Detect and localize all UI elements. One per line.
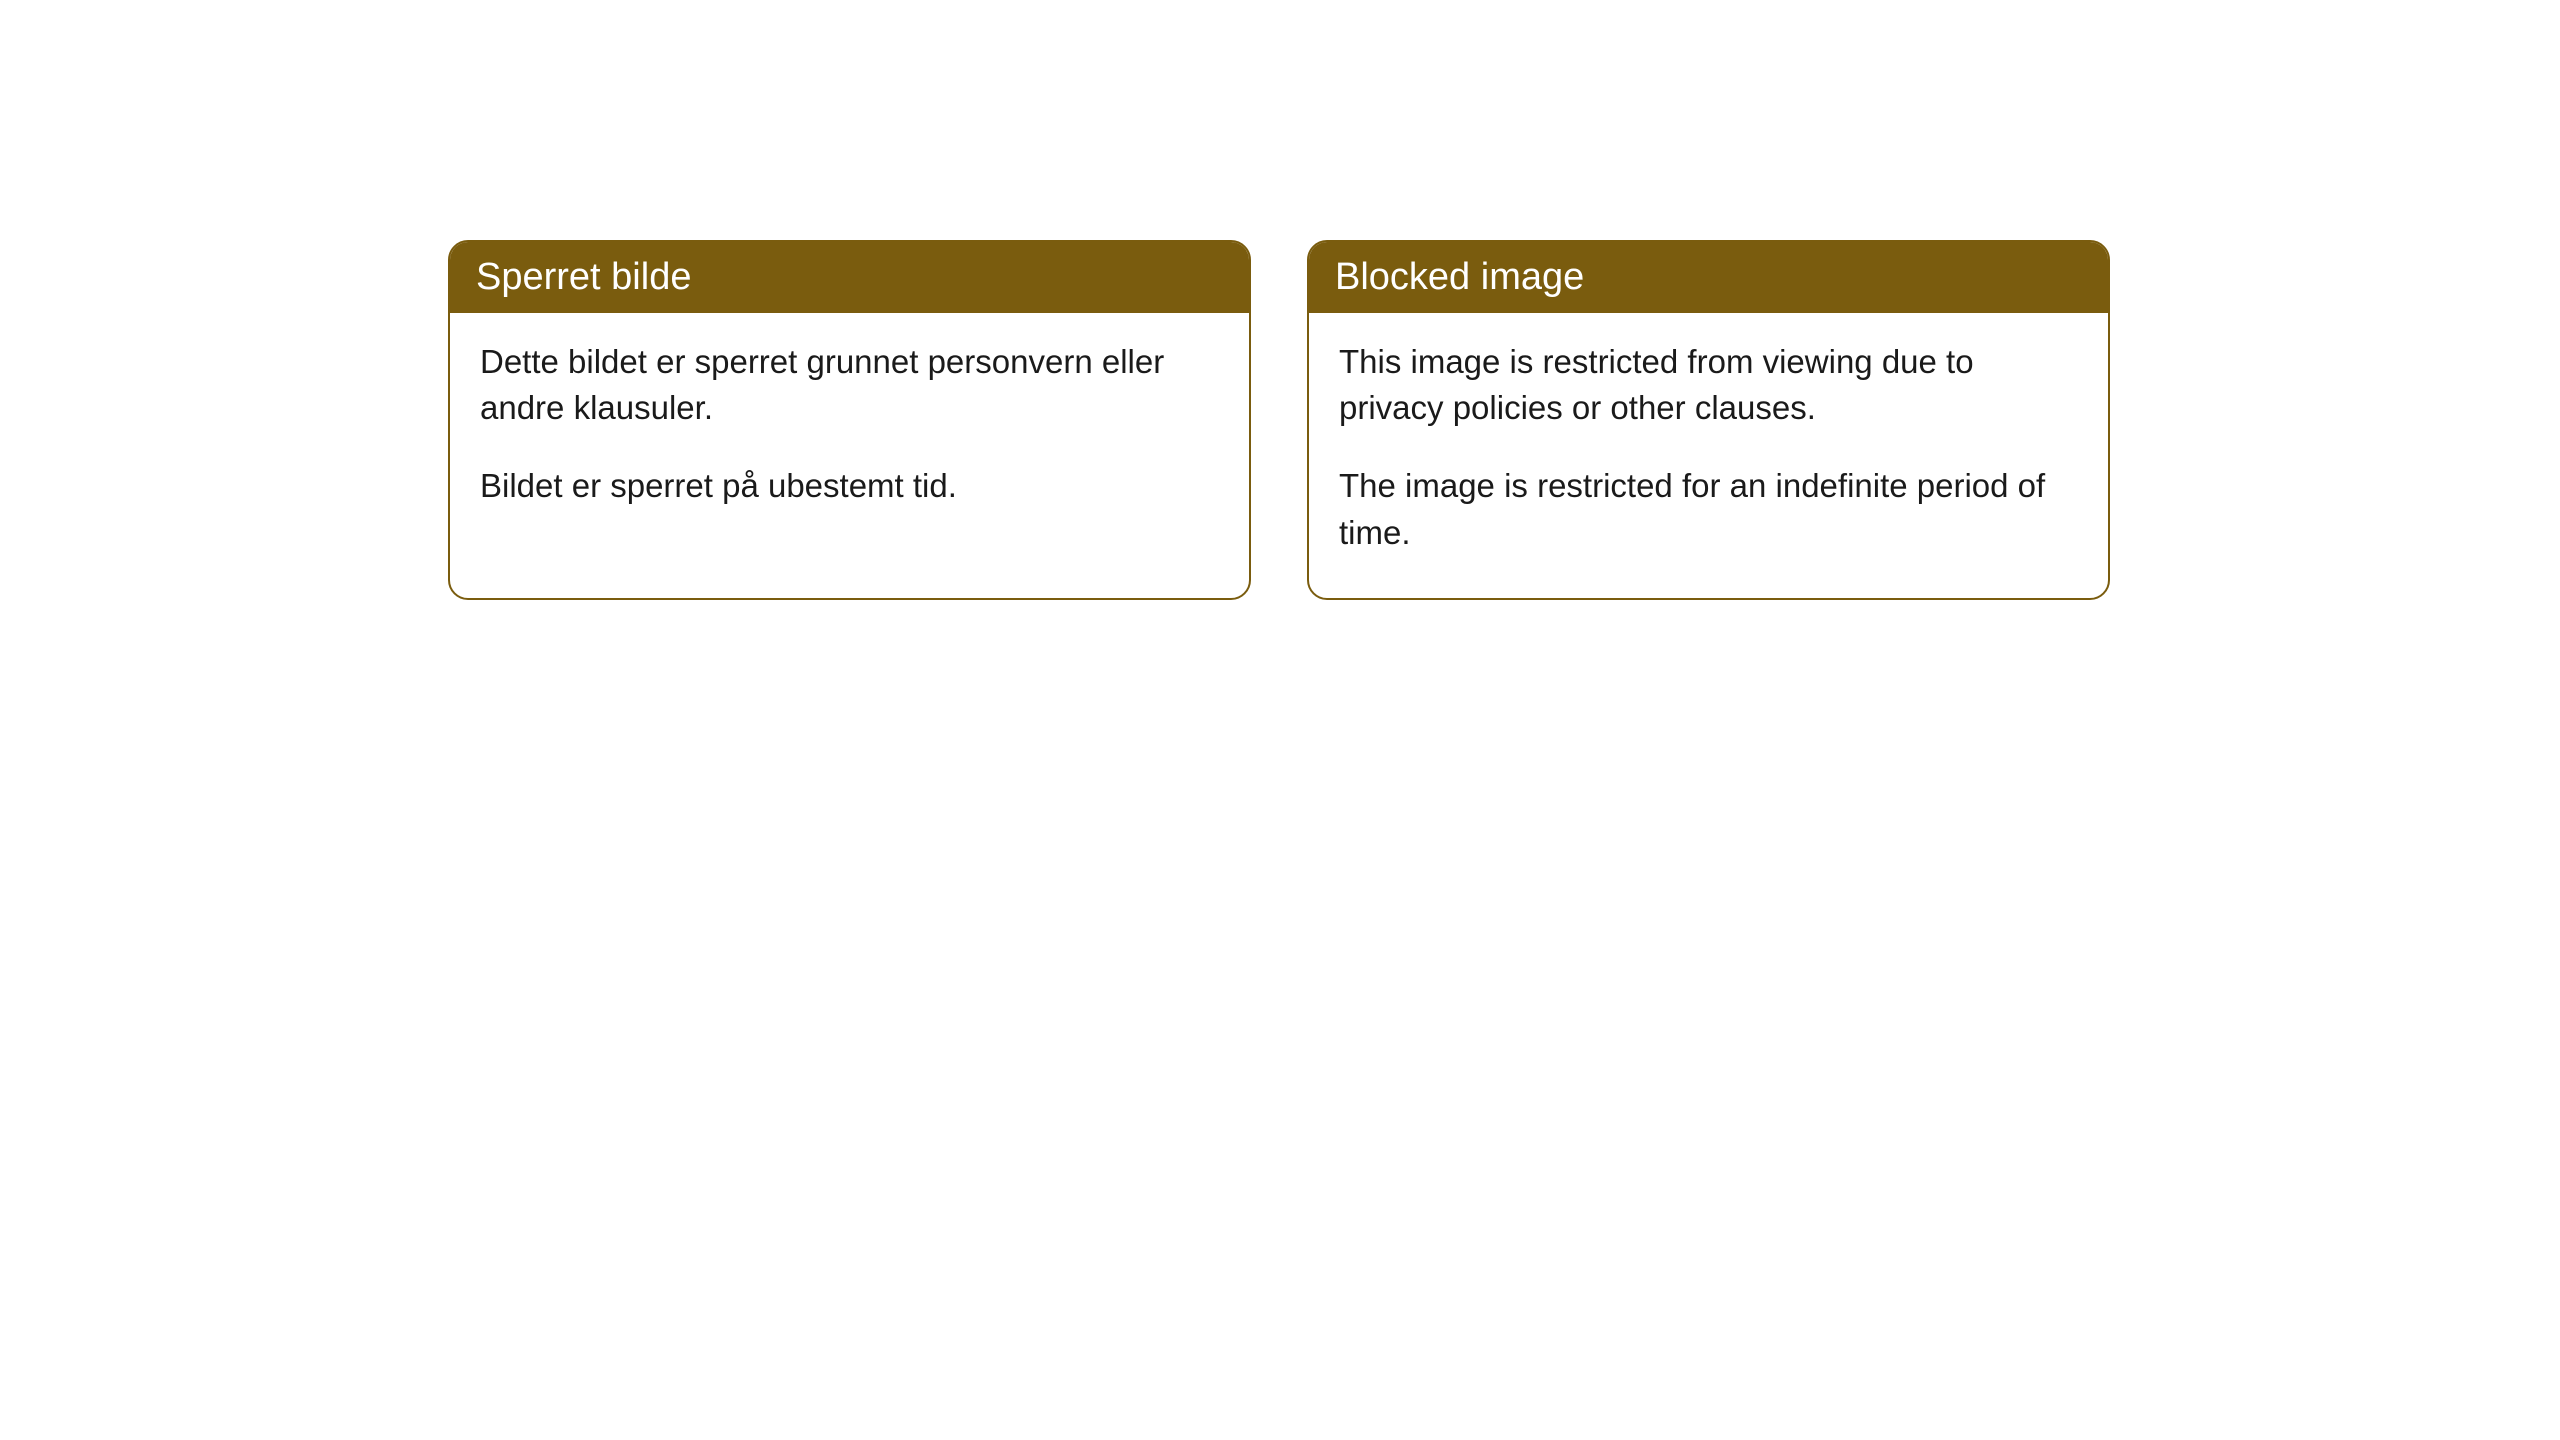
card-header-no: Sperret bilde [450,242,1249,313]
card-paragraph: The image is restricted for an indefinit… [1339,463,2078,555]
card-paragraph: Bildet er sperret på ubestemt tid. [480,463,1219,509]
card-paragraph: This image is restricted from viewing du… [1339,339,2078,431]
blocked-image-card-en: Blocked image This image is restricted f… [1307,240,2110,600]
blocked-image-card-no: Sperret bilde Dette bildet er sperret gr… [448,240,1251,600]
card-paragraph: Dette bildet er sperret grunnet personve… [480,339,1219,431]
card-body-no: Dette bildet er sperret grunnet personve… [450,313,1249,552]
card-body-en: This image is restricted from viewing du… [1309,313,2108,598]
cards-container: Sperret bilde Dette bildet er sperret gr… [0,0,2560,600]
card-header-en: Blocked image [1309,242,2108,313]
